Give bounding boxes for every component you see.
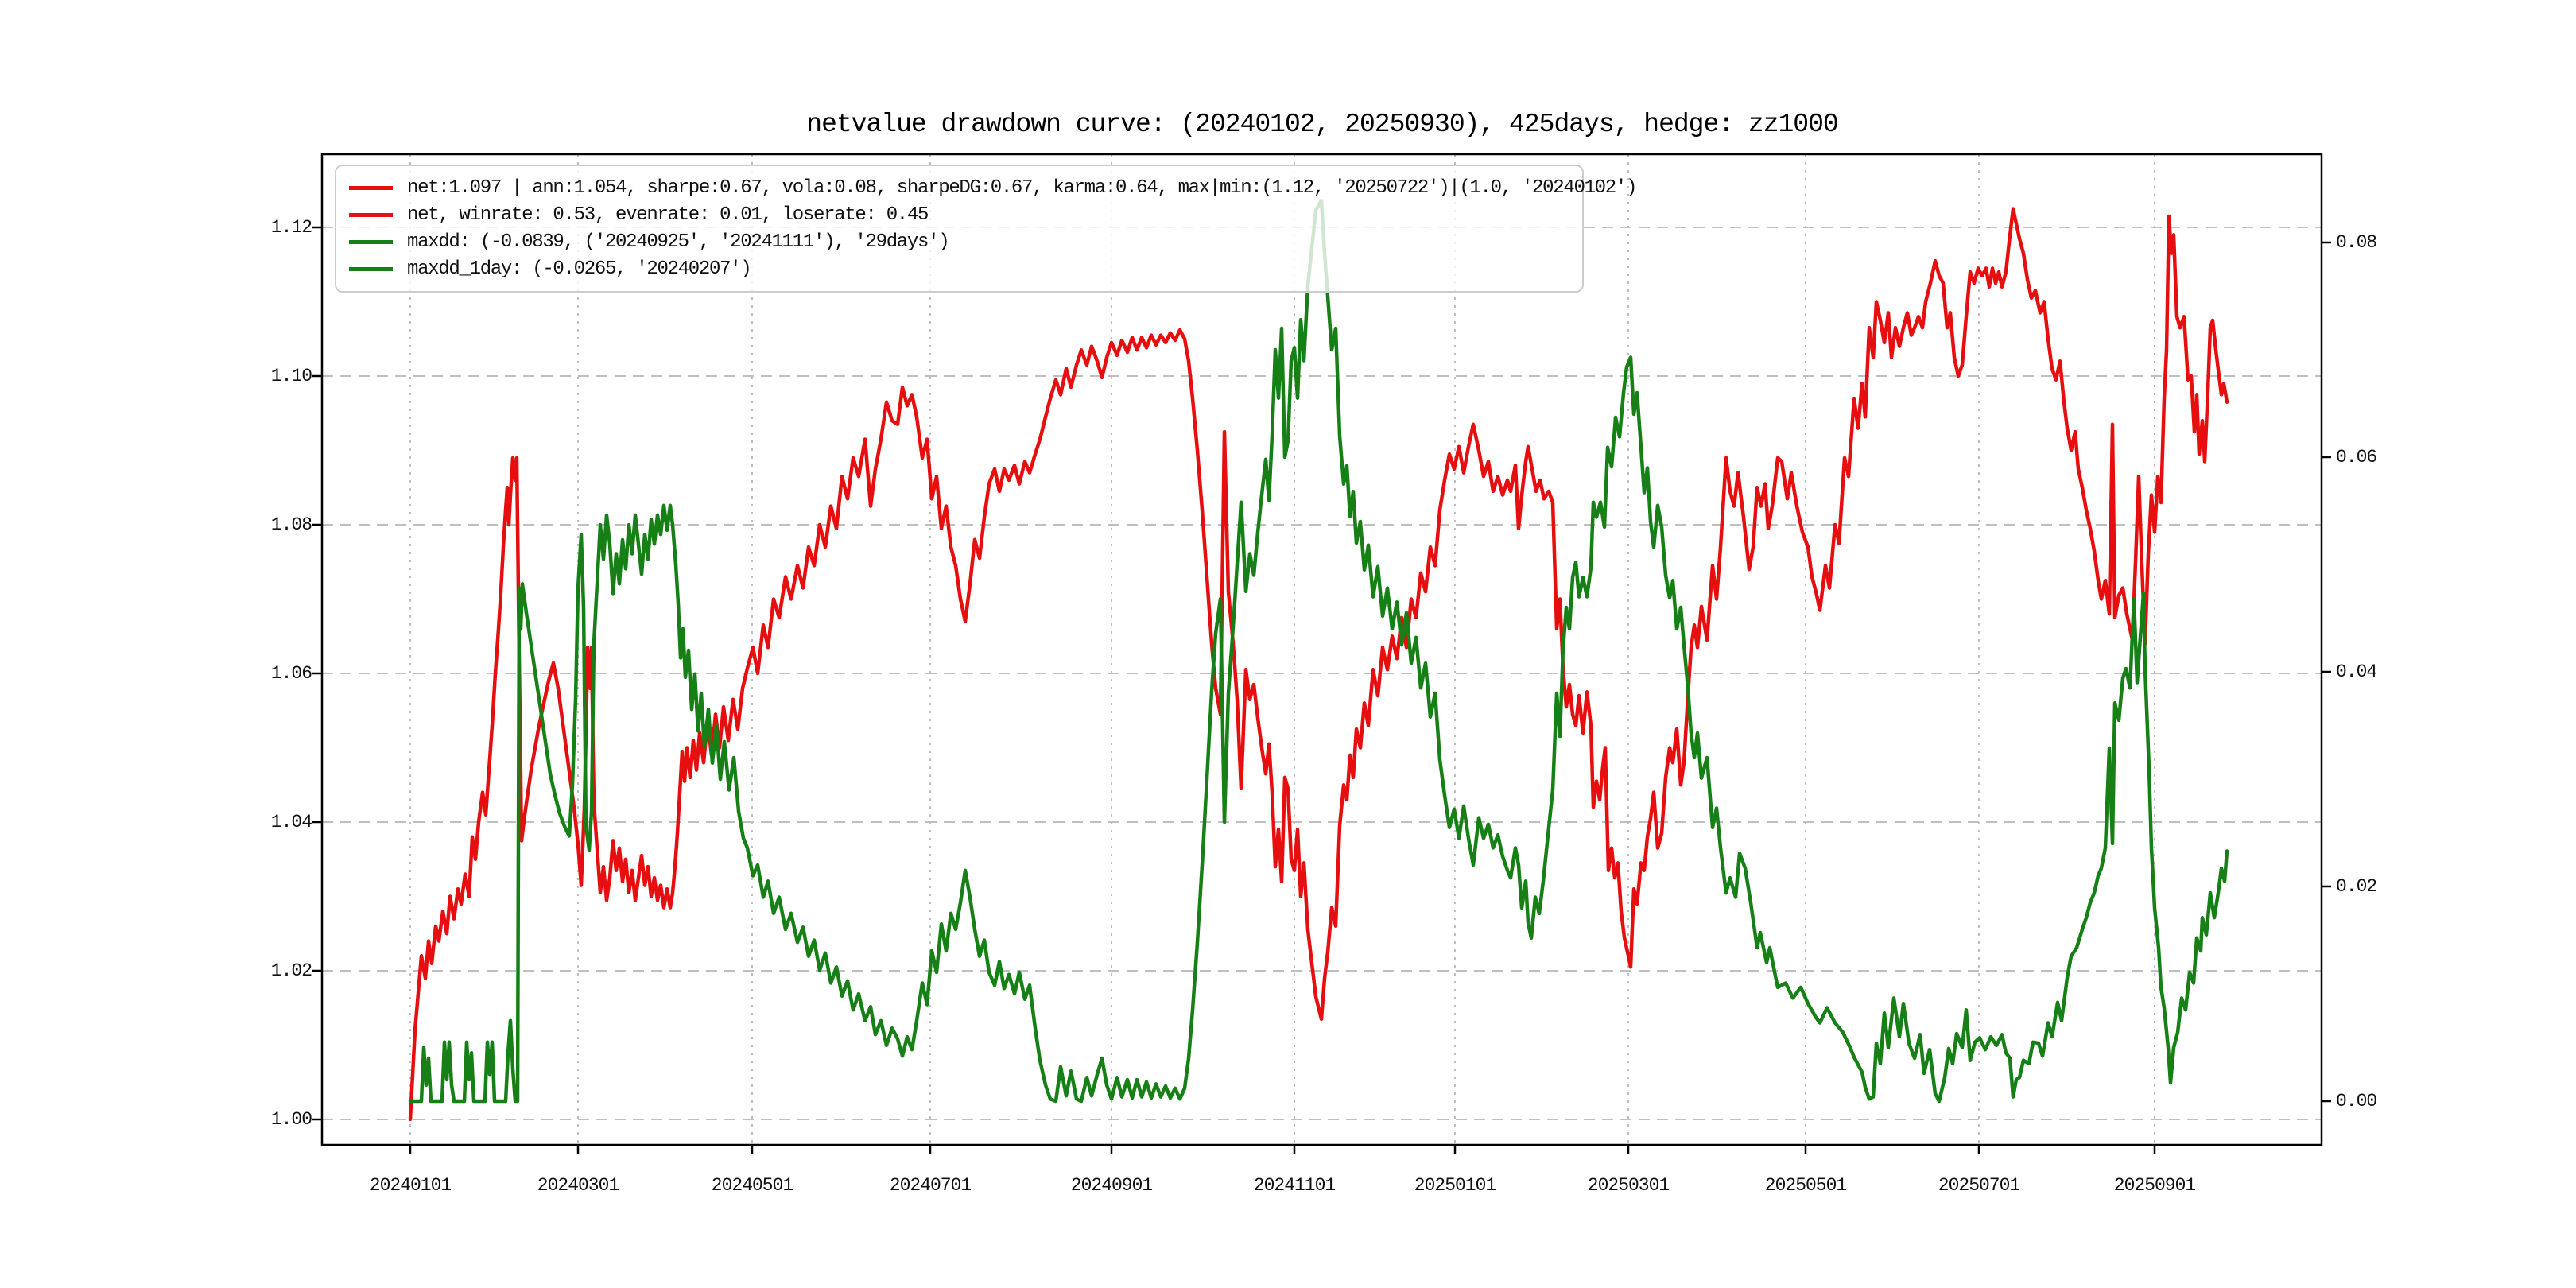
legend-label: net:1.097 | ann:1.054, sharpe:0.67, vola… [407, 177, 1637, 199]
legend-line-swatch [349, 212, 393, 217]
x-tick-label: 20250301 [1587, 1175, 1670, 1196]
y-left-tick-label: 1.12 [270, 217, 312, 238]
legend-label: maxdd_1day: (-0.0265, '20240207') [407, 258, 752, 280]
y-left-tick-label: 1.02 [270, 960, 312, 981]
x-tick-label: 20250701 [1938, 1175, 2020, 1196]
y-left-tick-label: 1.08 [270, 514, 312, 535]
x-tick-label: 20240101 [369, 1175, 452, 1196]
x-tick-label: 20250901 [2113, 1175, 2196, 1196]
x-tick-label: 20240501 [711, 1175, 793, 1196]
x-tick-label: 20240901 [1070, 1175, 1153, 1196]
y-right-tick-label: 0.04 [2336, 661, 2377, 682]
legend-row: net, winrate: 0.53, evenrate: 0.01, lose… [343, 201, 1582, 228]
y-left-tick-label: 1.04 [270, 812, 312, 832]
legend-line-swatch [349, 185, 393, 190]
y-left-tick-label: 1.00 [270, 1109, 312, 1130]
plot-spines [320, 153, 2323, 1146]
legend-line-swatch [349, 266, 393, 271]
legend-row: maxdd: (-0.0839, ('20240925', '20241111'… [343, 228, 1582, 255]
y-right-tick-label: 0.06 [2336, 447, 2377, 467]
legend-box: net:1.097 | ann:1.054, sharpe:0.67, vola… [335, 165, 1637, 293]
series-line-net [408, 207, 2229, 1122]
series-line-maxdd [408, 199, 2229, 1104]
y-right-tick-label: 0.00 [2336, 1091, 2377, 1111]
legend-row: maxdd_1day: (-0.0265, '20240207') [343, 255, 1582, 282]
x-tick-label: 20250501 [1764, 1175, 1847, 1196]
y-right-tick-label: 0.08 [2336, 232, 2377, 253]
x-tick-label: 20241101 [1253, 1175, 1336, 1196]
legend-line-swatch [349, 239, 393, 244]
legend-row: net:1.097 | ann:1.054, sharpe:0.67, vola… [343, 174, 1637, 201]
x-tick-label: 20250101 [1414, 1175, 1496, 1196]
x-tick-label: 20240701 [889, 1175, 972, 1196]
y-left-tick-label: 1.06 [270, 663, 312, 684]
legend-label: net, winrate: 0.53, evenrate: 0.01, lose… [407, 204, 929, 226]
y-left-tick-label: 1.10 [270, 366, 312, 386]
y-right-tick-label: 0.02 [2336, 876, 2377, 897]
legend-label: maxdd: (-0.0839, ('20240925', '20241111'… [407, 231, 950, 253]
x-tick-label: 20240301 [537, 1175, 619, 1196]
chart-title: netvalue drawdown curve: (20240102, 2025… [806, 110, 1838, 139]
